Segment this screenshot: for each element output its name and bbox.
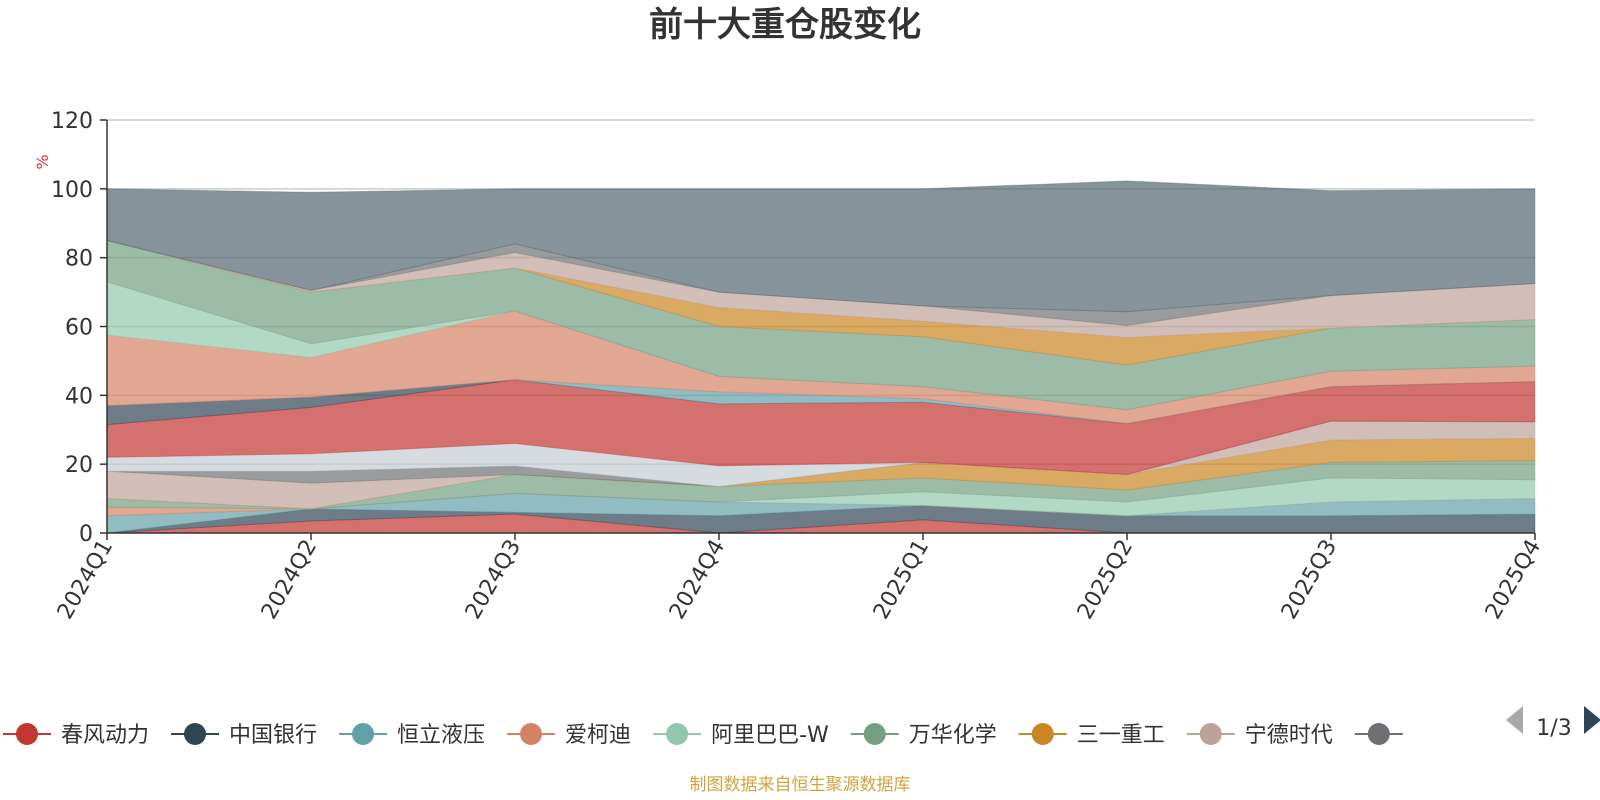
legend-marker-icon (1367, 723, 1390, 745)
legend-label: 三一重工 (1077, 723, 1165, 748)
y-tick-label: 80 (65, 247, 93, 272)
legend-label: 恒立液压 (397, 723, 485, 748)
legend-marker-icon (16, 723, 38, 745)
legend-page-indicator: 1/3 (1536, 716, 1571, 741)
legend-label: 宁德时代 (1245, 723, 1333, 748)
legend-item[interactable]: 阿里巴巴-W (653, 723, 829, 748)
x-tick-label: 2024Q2 (257, 536, 322, 624)
legend-label: 万华化学 (909, 723, 997, 748)
legend-marker-icon (1031, 723, 1054, 745)
area-series[interactable] (106, 310, 1536, 425)
area-series-group[interactable] (106, 180, 1536, 534)
chart-title: 前十大重仓股变化 (649, 5, 921, 45)
legend-marker-icon (520, 723, 543, 745)
legend-marker-icon (666, 723, 689, 745)
x-tick-label: 2024Q3 (461, 536, 526, 624)
legend-marker-icon (352, 723, 375, 745)
y-axis-unit: % (33, 154, 52, 169)
legend-item[interactable]: 春风动力 (3, 723, 149, 748)
legend-label: 阿里巴巴-W (711, 723, 829, 748)
legend-marker-icon (863, 723, 886, 745)
legend-label: 爱柯迪 (565, 723, 631, 748)
legend-item[interactable] (1354, 723, 1403, 745)
x-tick-label: 2025Q3 (1277, 536, 1342, 624)
x-tick-labels: 2024Q1 2024Q2 2024Q3 2024Q4 2025Q1 2025Q2 2025… (53, 536, 1546, 624)
x-tick-label: 2025Q4 (1481, 536, 1546, 624)
area-series[interactable] (106, 180, 1536, 313)
area-series[interactable] (106, 420, 1536, 488)
legend-next-page-icon[interactable] (1584, 706, 1600, 734)
axes (100, 119, 1536, 540)
legend-item[interactable]: 爱柯迪 (507, 723, 631, 748)
x-tick-label: 2025Q2 (1073, 536, 1138, 624)
y-tick-label: 40 (65, 384, 93, 409)
y-tick-label: 120 (51, 109, 93, 134)
legend-item[interactable]: 万华化学 (850, 723, 997, 748)
y-tick-labels: 0 20 40 60 80 100 120 (51, 109, 93, 547)
y-tick-label: 60 (65, 316, 93, 341)
legend-item[interactable]: 三一重工 (1018, 723, 1165, 748)
legend-marker-icon (1199, 723, 1222, 745)
legend-label: 春风动力 (61, 723, 149, 748)
y-tick-label: 20 (65, 453, 93, 478)
y-tick-label: 0 (79, 522, 93, 547)
legend-item[interactable]: 宁德时代 (1186, 723, 1333, 748)
y-tick-label: 100 (51, 178, 93, 203)
legend-item[interactable]: 恒立液压 (339, 723, 485, 748)
legend-prev-page-icon[interactable] (1506, 706, 1523, 734)
legend-item[interactable]: 中国银行 (171, 723, 317, 748)
legend-label: 中国银行 (229, 723, 317, 748)
x-tick-label: 2024Q1 (53, 536, 118, 624)
x-tick-label: 2025Q1 (869, 536, 934, 624)
area-series[interactable] (106, 379, 1536, 476)
source-note: 制图数据来自恒生聚源数据库 (690, 775, 911, 795)
legend-pager[interactable]: 1/3 (1506, 706, 1600, 741)
legend[interactable]: 春风动力 中国银行 恒立液压 爱柯迪 阿里巴巴-W 万华化学 三一重工 宁德时代 (3, 723, 1403, 748)
legend-marker-icon (184, 723, 207, 745)
x-tick-label: 2024Q4 (665, 536, 730, 624)
